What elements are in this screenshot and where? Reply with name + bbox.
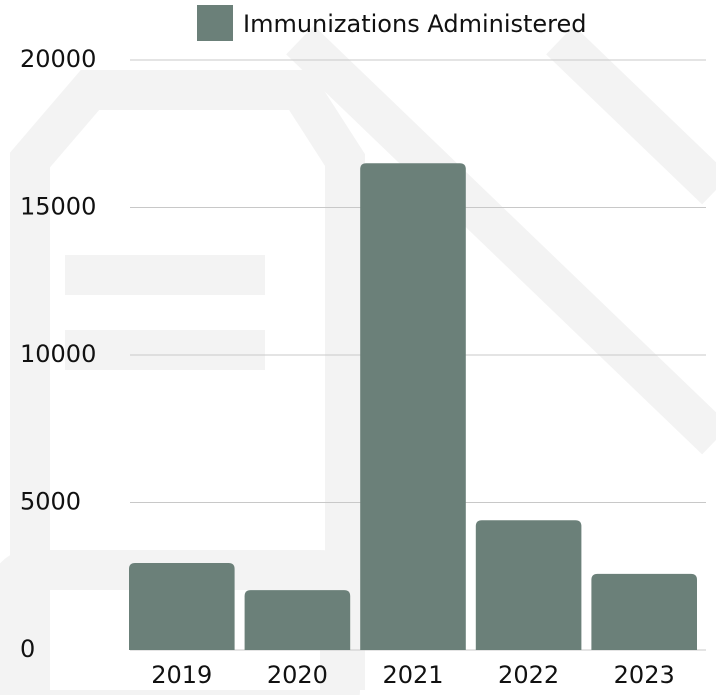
- bar: [476, 520, 582, 650]
- bar: [129, 563, 235, 650]
- y-tick-label: 20000: [20, 45, 96, 73]
- bar: [591, 574, 697, 650]
- y-tick-label: 5000: [20, 488, 81, 516]
- y-tick-label: 15000: [20, 193, 96, 221]
- x-tick-label: 2019: [151, 661, 212, 689]
- y-tick-label: 10000: [20, 340, 96, 368]
- x-tick-label: 2022: [498, 661, 559, 689]
- bar: [360, 163, 466, 650]
- y-tick-label: 0: [20, 635, 35, 663]
- x-tick-label: 2020: [267, 661, 328, 689]
- x-tick-label: 2023: [614, 661, 675, 689]
- bar: [245, 590, 351, 650]
- legend-label: Immunizations Administered: [243, 10, 587, 38]
- legend-swatch: [197, 5, 233, 41]
- x-tick-label: 2021: [382, 661, 443, 689]
- chart: 0 5000 10000 15000 20000 Immunizations Admini…: [0, 0, 716, 695]
